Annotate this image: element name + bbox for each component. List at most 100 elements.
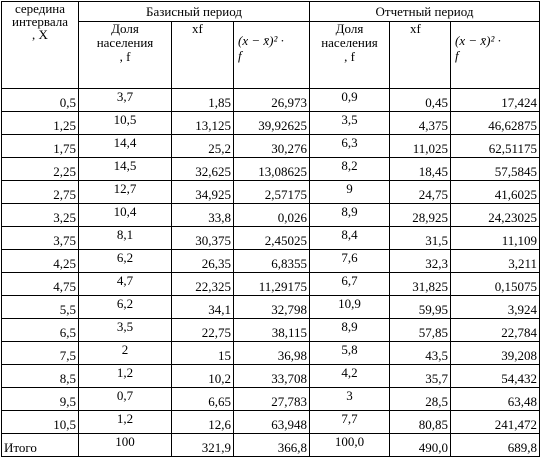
report-share-cell: 10,9 <box>309 295 390 319</box>
report-share-cell: 5,8 <box>309 341 390 365</box>
base-xf-cell: 34,1 <box>171 295 234 319</box>
midpoint-cell: 3,25 <box>1 203 79 227</box>
base-xf-cell: 22,325 <box>171 272 234 296</box>
report-share-cell: 8,4 <box>309 226 390 250</box>
base-share-cell: 3,7 <box>78 88 172 112</box>
base-deviation-cell: 6,8355 <box>233 249 310 273</box>
deviation-formula: (x − x̄)² · <box>238 33 284 48</box>
report-deviation-cell: 24,23025 <box>450 203 540 227</box>
share-header-line: Доля <box>335 21 364 36</box>
report-share-cell: 8,9 <box>309 318 390 342</box>
report-share-cell: 8,2 <box>309 157 390 181</box>
header-row-2: Доля населения , f xf (x − x̄)² · f Доля… <box>2 21 540 89</box>
report-share-cell: 6,3 <box>309 134 390 158</box>
share-header-line: , f <box>119 49 131 64</box>
total-row: Итого 100 321,9 366,8 100,0 490,0 689,8 <box>1 433 540 457</box>
report-share-cell: 3 <box>309 387 390 411</box>
base-share-cell: 1,2 <box>78 364 172 388</box>
base-share-cell: 0,7 <box>78 387 172 411</box>
report-period-header: Отчетный период <box>309 1 540 22</box>
report-xf-cell: 28,5 <box>389 387 451 411</box>
base-xf-cell: 10,2 <box>171 364 234 388</box>
base-deviation-header: (x − x̄)² · f <box>233 21 310 89</box>
base-deviation-cell: 2,45025 <box>233 226 310 250</box>
base-xf-cell: 26,35 <box>171 249 234 273</box>
midpoint-cell: 5,5 <box>1 295 79 319</box>
report-share-cell: 6,7 <box>309 272 390 296</box>
deviation-formula: (x − x̄)² · <box>455 33 501 48</box>
base-deviation-cell: 11,29175 <box>233 272 310 296</box>
report-share-cell: 4,2 <box>309 364 390 388</box>
base-deviation-cell: 26,973 <box>233 88 310 112</box>
report-deviation-cell: 63,48 <box>450 387 540 411</box>
report-xf-cell: 24,75 <box>389 180 451 204</box>
report-share-cell: 8,9 <box>309 203 390 227</box>
base-share-header: Доля населения , f <box>78 21 172 89</box>
table-row: 5,5 6,2 34,1 32,798 10,9 59,95 3,924 <box>1 295 540 319</box>
base-xf-cell: 13,125 <box>171 111 234 135</box>
midpoint-cell: 4,75 <box>1 272 79 296</box>
report-share-cell: 0,9 <box>309 88 390 112</box>
base-xf-cell: 12,6 <box>171 410 234 434</box>
report-deviation-cell: 22,784 <box>450 318 540 342</box>
report-xf-cell: 80,85 <box>389 410 451 434</box>
table-row: 4,75 4,7 22,325 11,29175 6,7 31,825 0,15075 <box>1 272 540 296</box>
report-deviation-cell: 3,924 <box>450 295 540 319</box>
base-share-cell: 6,2 <box>78 295 172 319</box>
midpoint-cell: 2,25 <box>1 157 79 181</box>
base-deviation-cell: 2,57175 <box>233 180 310 204</box>
midpoint-cell: 6,5 <box>1 318 79 342</box>
deviation-formula-f: f <box>455 48 459 63</box>
report-deviation-cell: 57,5845 <box>450 157 540 181</box>
total-base-xf: 321,9 <box>171 433 234 457</box>
report-xf-cell: 31,825 <box>389 272 451 296</box>
table-row: 2,25 14,5 32,625 13,08625 8,2 18,45 57,5845 <box>1 157 540 181</box>
report-share-cell: 9 <box>309 180 390 204</box>
report-share-cell: 3,5 <box>309 111 390 135</box>
report-deviation-cell: 54,432 <box>450 364 540 388</box>
base-xf-cell: 25,2 <box>171 134 234 158</box>
header-row-1: середина интервала , X Базисный период О… <box>1 1 540 89</box>
total-report-deviation: 689,8 <box>450 433 540 457</box>
total-report-xf: 490,0 <box>389 433 451 457</box>
base-share-cell: 4,7 <box>78 272 172 296</box>
base-share-cell: 1,2 <box>78 410 172 434</box>
report-xf-cell: 11,025 <box>389 134 451 158</box>
base-share-cell: 10,5 <box>78 111 172 135</box>
report-xf-cell: 43,5 <box>389 341 451 365</box>
base-xf-cell: 34,925 <box>171 180 234 204</box>
total-base-share: 100 <box>78 433 172 457</box>
report-xf-cell: 35,7 <box>389 364 451 388</box>
base-deviation-cell: 0,026 <box>233 203 310 227</box>
share-header-line: , f <box>344 49 355 64</box>
report-xf-cell: 0,45 <box>389 88 451 112</box>
deviation-formula-f: f <box>238 48 242 63</box>
report-share-cell: 7,6 <box>309 249 390 273</box>
base-xf-cell: 6,65 <box>171 387 234 411</box>
report-deviation-cell: 241,472 <box>450 410 540 434</box>
report-deviation-cell: 17,424 <box>450 88 540 112</box>
base-share-cell: 6,2 <box>78 249 172 273</box>
base-xf-cell: 15 <box>171 341 234 365</box>
base-deviation-cell: 27,783 <box>233 387 310 411</box>
midpoint-cell: 10,5 <box>1 410 79 434</box>
base-deviation-cell: 39,92625 <box>233 111 310 135</box>
table-row: 1,75 14,4 25,2 30,276 6,3 11,025 62,51175 <box>1 134 540 158</box>
base-xf-cell: 22,75 <box>171 318 234 342</box>
base-share-cell: 8,1 <box>78 226 172 250</box>
total-report-share: 100,0 <box>309 433 390 457</box>
midpoint-cell: 3,75 <box>1 226 79 250</box>
midpoint-cell: 8,5 <box>1 364 79 388</box>
base-deviation-cell: 38,115 <box>233 318 310 342</box>
report-xf-cell: 28,925 <box>389 203 451 227</box>
report-deviation-cell: 62,51175 <box>450 134 540 158</box>
share-header-line: населения <box>96 35 154 50</box>
report-deviation-cell: 46,62875 <box>450 111 540 135</box>
base-deviation-cell: 13,08625 <box>233 157 310 181</box>
base-share-cell: 12,7 <box>78 180 172 204</box>
report-share-cell: 7,7 <box>309 410 390 434</box>
report-xf-cell: 32,3 <box>389 249 451 273</box>
interval-midpoint-header-line: интервала <box>12 14 68 29</box>
table-row: 9,5 0,7 6,65 27,783 3 28,5 63,48 <box>1 387 540 411</box>
